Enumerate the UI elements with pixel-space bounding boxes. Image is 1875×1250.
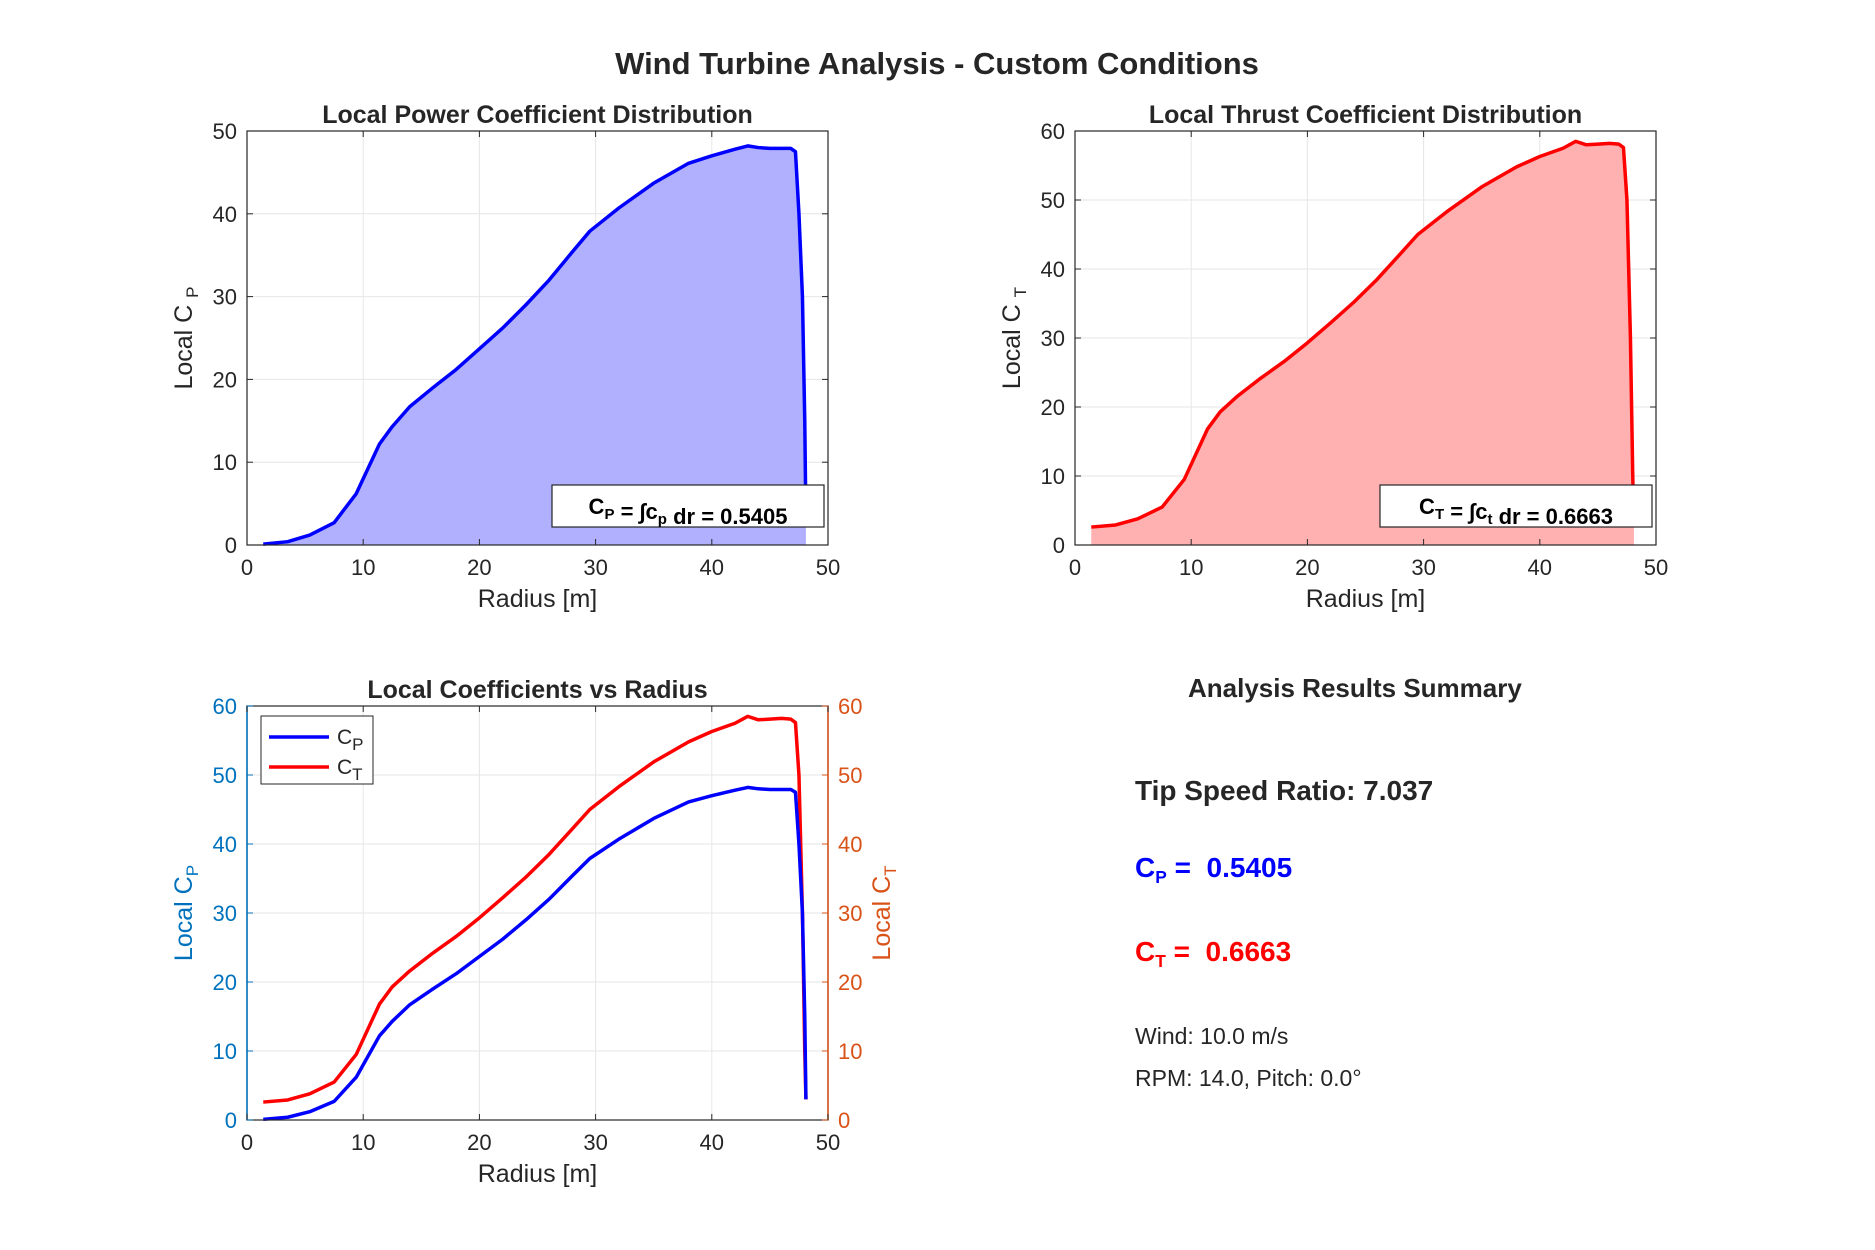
chart-title: Local Coefficients vs Radius <box>367 676 707 704</box>
annotation-box <box>551 484 825 528</box>
x-tick-label: 0 <box>241 1130 253 1155</box>
x-tick-label: 10 <box>1179 555 1203 580</box>
y-right-tick-label: 40 <box>838 832 862 857</box>
y-tick-label: 0 <box>225 1108 237 1133</box>
y-tick-label: 10 <box>213 1039 237 1064</box>
summary-title: Analysis Results Summary <box>1188 673 1522 703</box>
annotation-box <box>1379 484 1653 528</box>
x-tick-label: 30 <box>583 1130 607 1155</box>
chart-title: Local Thrust Coefficient Distribution <box>1149 101 1582 129</box>
summary-ct-value: = 0.6663 <box>1173 936 1292 967</box>
cp-line <box>263 144 808 546</box>
y-tick-label: 40 <box>1041 257 1065 282</box>
plot-frame <box>246 130 829 546</box>
summary-ct-symbol: C <box>1135 936 1156 967</box>
x-tick-label: 50 <box>816 555 840 580</box>
y-axis-label-right: Local CT <box>868 865 900 960</box>
summary-cp-value: = 0.5405 <box>1174 852 1293 883</box>
summary-wind: Wind: 10.0 m/s <box>1135 1023 1289 1049</box>
x-tick-label: 50 <box>816 1130 840 1155</box>
y-tick-label: 20 <box>1041 395 1065 420</box>
annotation-text: CP = ∫cp dr = 0.5405 <box>589 494 788 529</box>
cp-area-fill <box>263 145 806 546</box>
y-tick-label: 10 <box>213 450 237 475</box>
x-tick-label: 10 <box>351 555 375 580</box>
x-axis-label: Radius [m] <box>478 585 597 613</box>
x-tick-label: 20 <box>467 555 491 580</box>
y-tick-label: 30 <box>213 901 237 926</box>
ct-area-fill <box>1091 141 1634 545</box>
y-right-tick-label: 20 <box>838 970 862 995</box>
tip-speed-ratio: Tip Speed Ratio: 7.037 <box>1135 775 1434 806</box>
x-tick-label: 10 <box>351 1130 375 1155</box>
y-tick-label: 50 <box>213 763 237 788</box>
x-tick-label: 0 <box>241 555 253 580</box>
summary-ct-subscript: T <box>1155 951 1166 972</box>
x-tick-label: 20 <box>467 1130 491 1155</box>
x-tick-label: 40 <box>700 555 724 580</box>
y-axis-label: Local C T <box>998 287 1030 389</box>
x-tick-label: 30 <box>1411 555 1435 580</box>
y-tick-label: 50 <box>1041 188 1065 213</box>
y-tick-label: 0 <box>1053 533 1065 558</box>
y-axis-label-left: Local CP <box>170 865 202 961</box>
y-axis-label: Local C P <box>170 286 202 389</box>
y-tick-label: 0 <box>225 533 237 558</box>
y-right-tick-label: 0 <box>838 1108 850 1133</box>
y-tick-label: 20 <box>213 367 237 392</box>
x-axis-label: Radius [m] <box>1306 585 1425 613</box>
y-tick-label: 50 <box>213 119 237 144</box>
summary-cp-subscript: P <box>1155 867 1167 888</box>
y-right-tick-label: 50 <box>838 763 862 788</box>
figure-title: Wind Turbine Analysis - Custom Condition… <box>615 46 1259 81</box>
y-right-tick-label: 10 <box>838 1039 862 1064</box>
y-tick-label: 20 <box>213 970 237 995</box>
x-tick-label: 30 <box>583 555 607 580</box>
y-tick-label: 30 <box>213 285 237 310</box>
y-right-tick-label: 30 <box>838 901 862 926</box>
legend-label-ct: CT <box>337 756 363 784</box>
y-tick-label: 30 <box>1041 326 1065 351</box>
annotation-text: CT = ∫ct dr = 0.6663 <box>1419 494 1613 529</box>
y-tick-label: 10 <box>1041 464 1065 489</box>
x-tick-label: 50 <box>1644 555 1668 580</box>
summary-rpm-pitch: RPM: 14.0, Pitch: 0.0° <box>1135 1065 1362 1091</box>
power-coefficient-chart: 0 10 20 30 40 50 0 10 20 30 40 50 Local Power Coeffi… <box>170 101 840 613</box>
chart-title: Local Power Coefficient Distribution <box>322 101 753 129</box>
y-tick-label: 40 <box>213 832 237 857</box>
x-tick-label: 20 <box>1295 555 1319 580</box>
combined-coefficients-chart: 0 10 20 30 40 5001020304050600102030405060Loc… <box>170 676 900 1188</box>
y-tick-label: 40 <box>213 202 237 227</box>
ct-line <box>1091 139 1636 529</box>
x-tick-label: 40 <box>700 1130 724 1155</box>
ct-series-line <box>263 714 808 1104</box>
x-tick-label: 0 <box>1069 555 1081 580</box>
legend-label-cp: CP <box>337 726 364 754</box>
legend-box <box>260 715 374 785</box>
y-right-tick-label: 60 <box>838 694 862 719</box>
x-tick-label: 40 <box>1528 555 1552 580</box>
thrust-coefficient-chart: 0 10 20 30 40 50 0 10 20 30 40 50 60 Local Thrust Coe… <box>998 101 1668 613</box>
y-tick-label: 60 <box>1041 119 1065 144</box>
cp-series-line <box>263 785 808 1122</box>
summary-ct: CT = 0.6663 <box>1135 936 1292 972</box>
x-axis-label: Radius [m] <box>478 1160 597 1188</box>
y-tick-label: 60 <box>213 694 237 719</box>
summary-cp-symbol: C <box>1135 852 1156 883</box>
summary-cp: CP = 0.5405 <box>1135 852 1293 888</box>
